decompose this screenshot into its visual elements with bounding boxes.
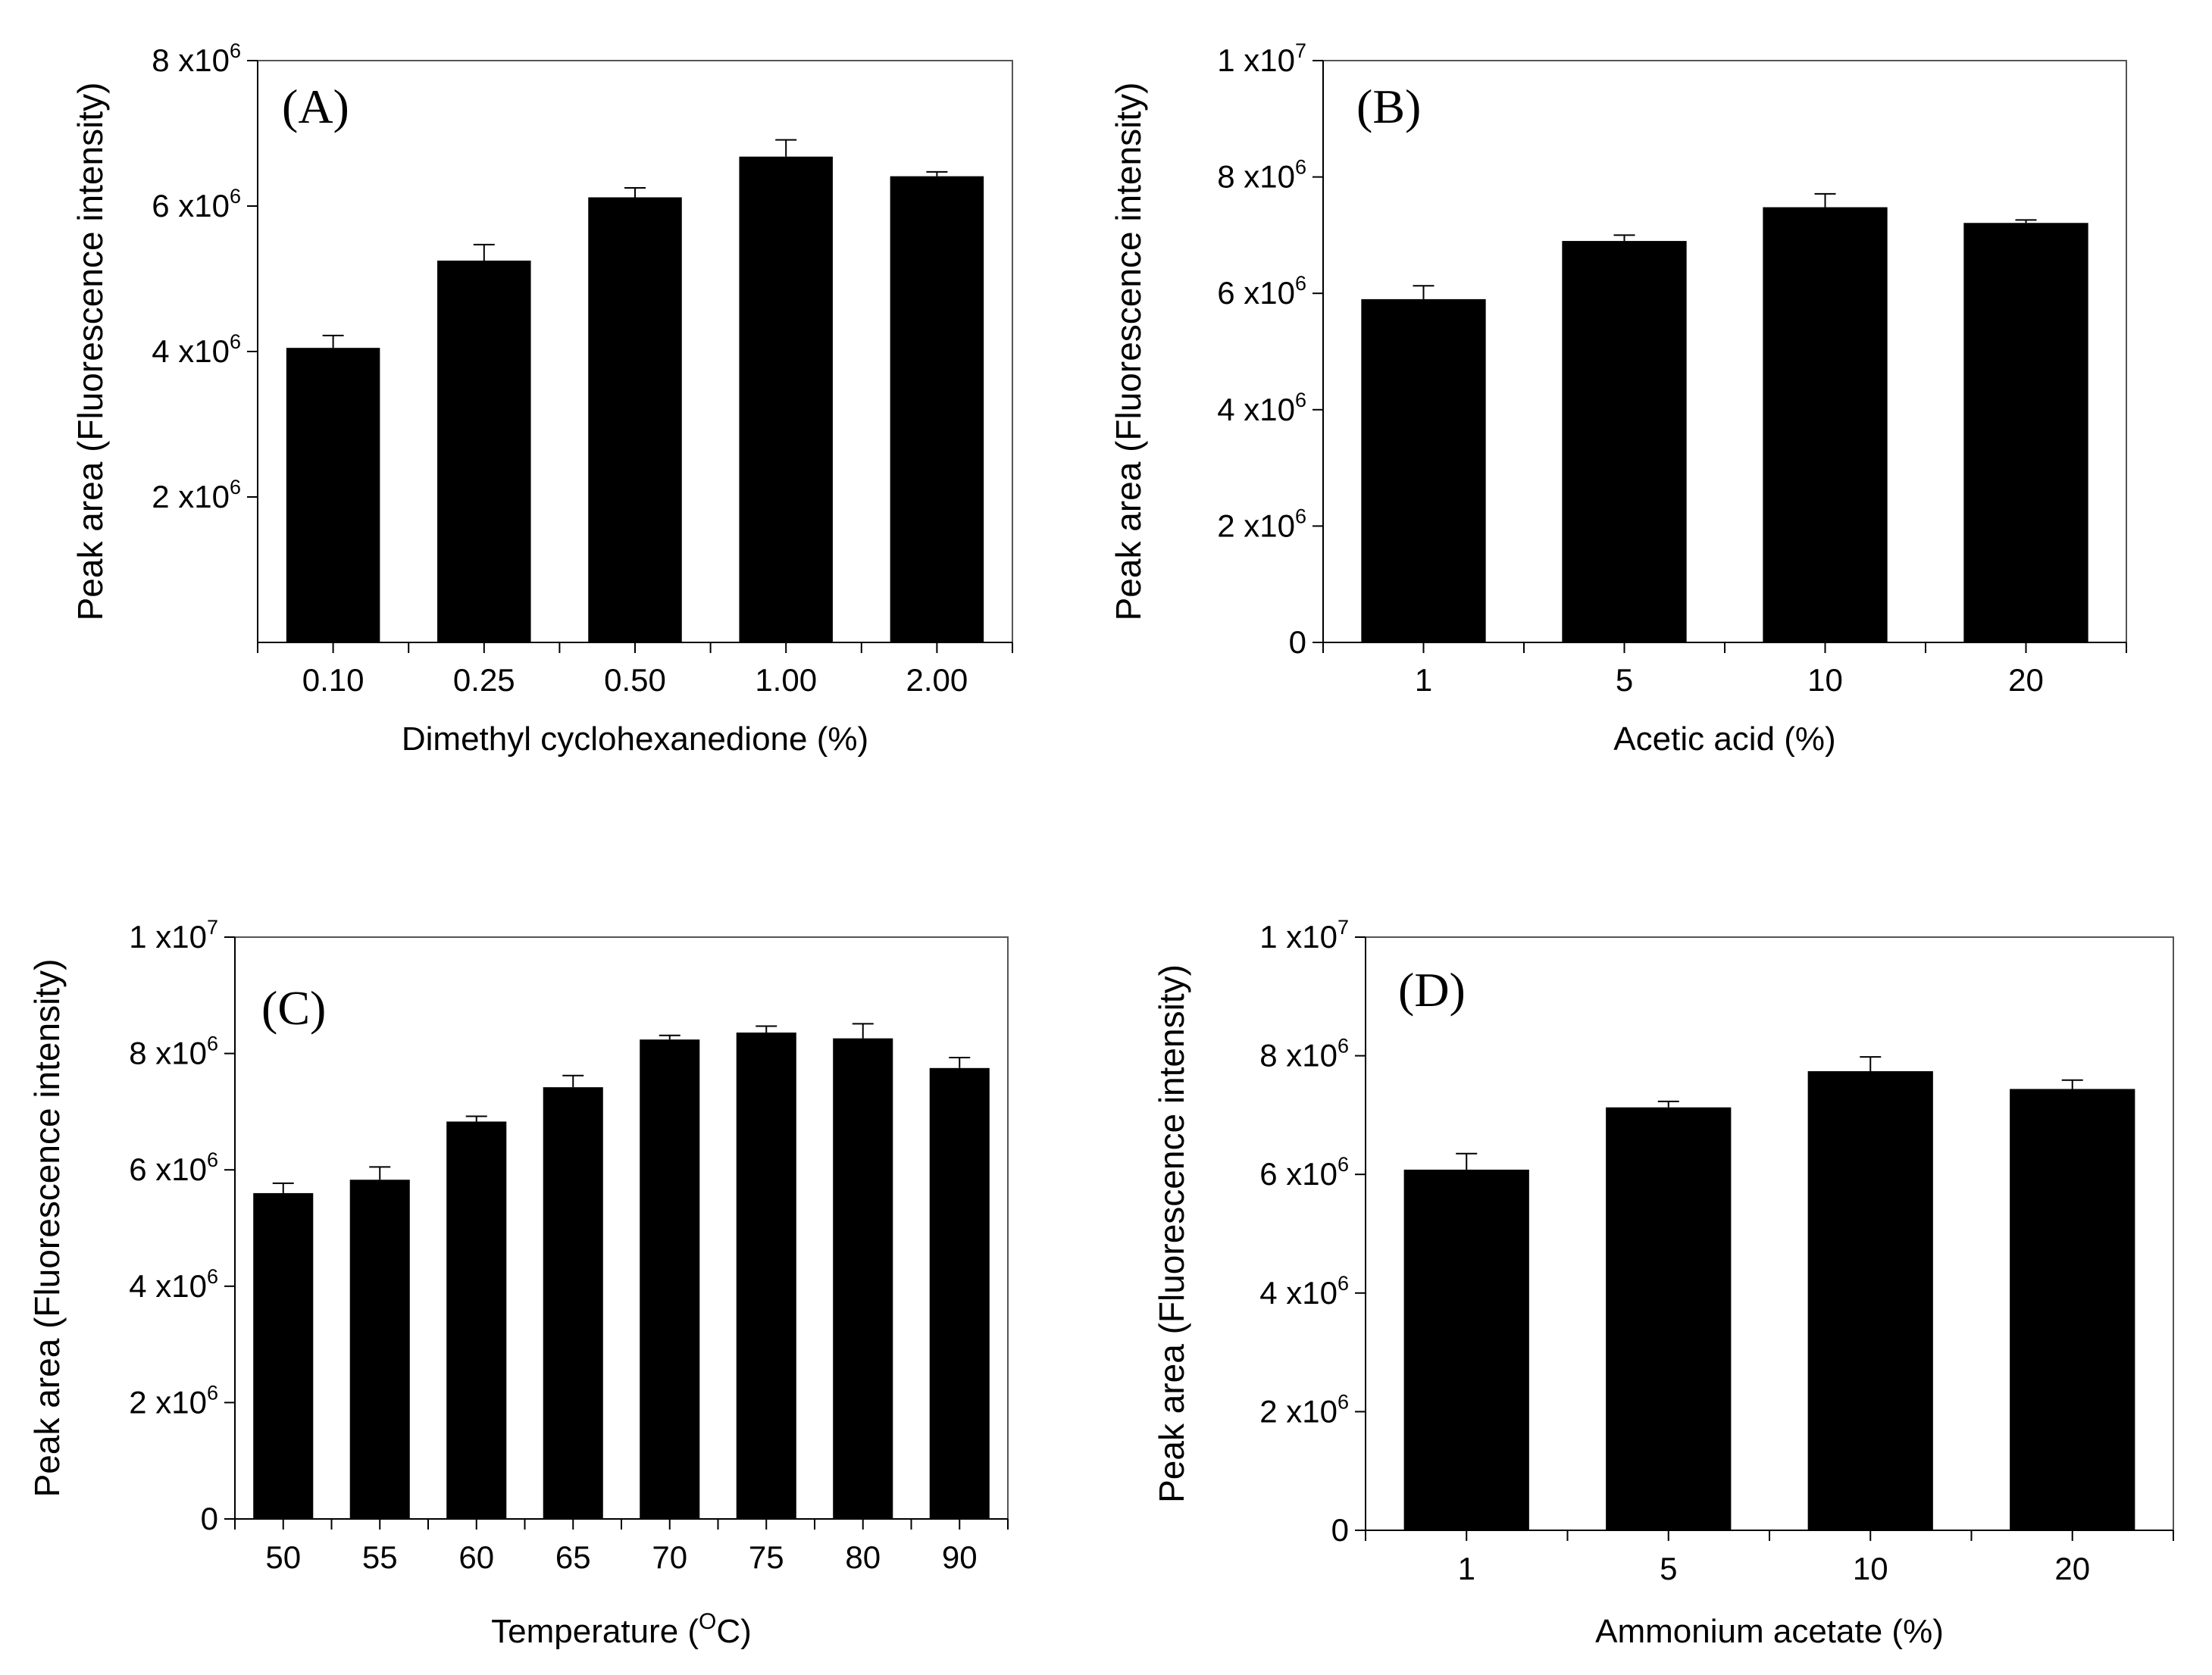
chart-a: 2 x106 4 x106 6 x106 8 x106 0.10 0.25 0.50 1.00… (70, 39, 1013, 758)
y-tick-label: 2 x106 (129, 1381, 218, 1420)
y-axis-label: Peak area (Fluorescence intensity) (70, 83, 110, 621)
x-tick-label: 80 (845, 1539, 881, 1575)
bar (1361, 298, 1486, 642)
panel-label: (A) (282, 80, 349, 133)
x-axis-label: Dimethyl cyclohexanedione (%) (402, 720, 868, 758)
bar (1807, 1070, 1933, 1530)
x-tick-label: 90 (942, 1539, 978, 1575)
chart-c: 0 2 x106 4 x106 6 x106 8 x106 1 x107 50 55 60 65 7… (27, 916, 1009, 1650)
x-tick-label: 20 (2054, 1551, 2090, 1586)
y-axis-label: Peak area (Fluorescence intensity) (1109, 83, 1148, 621)
y-tick-label: 8 x106 (1259, 1035, 1349, 1073)
y-tick-label: 4 x106 (1217, 389, 1306, 427)
bar (890, 176, 984, 642)
bar (640, 1039, 700, 1519)
x-tick-label: 1 (1415, 662, 1432, 698)
x-tick-label: 70 (652, 1539, 687, 1575)
y-tick-label: 1 x107 (129, 916, 218, 955)
bar (437, 261, 531, 642)
chart-b: 0 2 x106 4 x106 6 x106 8 x106 1 x107 1 5 10 20 (B)… (1109, 39, 2127, 758)
x-tick-label: 50 (265, 1539, 301, 1575)
y-tick-label: 2 x106 (1259, 1390, 1349, 1429)
x-tick-label: 10 (1807, 662, 1843, 698)
x-tick-label: 0.10 (302, 662, 364, 698)
x-tick-label: 10 (1853, 1551, 1888, 1586)
bar (1606, 1107, 1732, 1530)
x-tick-label: 0.25 (453, 662, 515, 698)
panel-label: (B) (1356, 80, 1421, 133)
y-tick-label: 8 x106 (152, 39, 241, 78)
bar (446, 1121, 507, 1519)
bar (349, 1180, 410, 1519)
y-tick-label: 2 x106 (152, 476, 241, 514)
y-axis-label: Peak area (Fluorescence intensity) (1152, 964, 1191, 1503)
y-tick-label: 0 (1289, 624, 1306, 660)
bar (833, 1038, 893, 1519)
y-tick-label: 0 (1331, 1512, 1349, 1548)
bar (1403, 1169, 1529, 1530)
y-tick-label: 4 x106 (129, 1265, 218, 1304)
x-tick-label: 20 (2008, 662, 2044, 698)
x-tick-label: 1.00 (755, 662, 817, 698)
y-tick-label: 6 x106 (1217, 272, 1306, 311)
y-tick-label: 6 x106 (1259, 1153, 1349, 1192)
bar (543, 1087, 603, 1519)
y-tick-label: 8 x106 (1217, 156, 1306, 195)
x-tick-label: 2.00 (906, 662, 968, 698)
y-axis-label: Peak area (Fluorescence intensity) (27, 959, 67, 1498)
x-tick-label: 1 (1458, 1551, 1475, 1586)
bar (1763, 207, 1888, 642)
bar (253, 1192, 314, 1519)
y-tick-label: 1 x107 (1259, 916, 1349, 955)
bar (739, 156, 833, 643)
x-axis-label: Temperature (OC) (491, 1609, 752, 1650)
x-tick-label: 75 (749, 1539, 784, 1575)
chart-d: 0 2 x106 4 x106 6 x106 8 x106 1 x107 1 5 10 20 (D)… (1152, 916, 2174, 1650)
y-tick-label: 0 (201, 1501, 218, 1536)
x-tick-label: 65 (555, 1539, 591, 1575)
y-tick-label: 8 x106 (129, 1033, 218, 1071)
y-tick-label: 6 x106 (129, 1148, 218, 1187)
x-tick-label: 0.50 (604, 662, 666, 698)
y-tick-label: 2 x106 (1217, 505, 1306, 543)
x-axis-label: Acetic acid (%) (1613, 720, 1835, 758)
x-tick-label: 55 (362, 1539, 398, 1575)
y-tick-label: 6 x106 (152, 185, 241, 223)
x-tick-label: 5 (1660, 1551, 1677, 1586)
bar (1562, 241, 1687, 643)
y-tick-label: 4 x106 (152, 330, 241, 369)
bar (736, 1032, 796, 1519)
bar (2010, 1089, 2135, 1530)
y-tick-label: 1 x107 (1217, 39, 1306, 78)
bar (286, 348, 380, 642)
panel-label: (D) (1398, 963, 1466, 1017)
x-axis-label: Ammonium acetate (%) (1595, 1613, 1944, 1650)
bar (929, 1067, 990, 1519)
bar (588, 197, 682, 643)
panel-label: (C) (261, 981, 326, 1035)
x-tick-label: 5 (1616, 662, 1633, 698)
x-tick-label: 60 (458, 1539, 494, 1575)
y-tick-label: 4 x106 (1259, 1272, 1349, 1311)
bar (1963, 223, 2088, 643)
